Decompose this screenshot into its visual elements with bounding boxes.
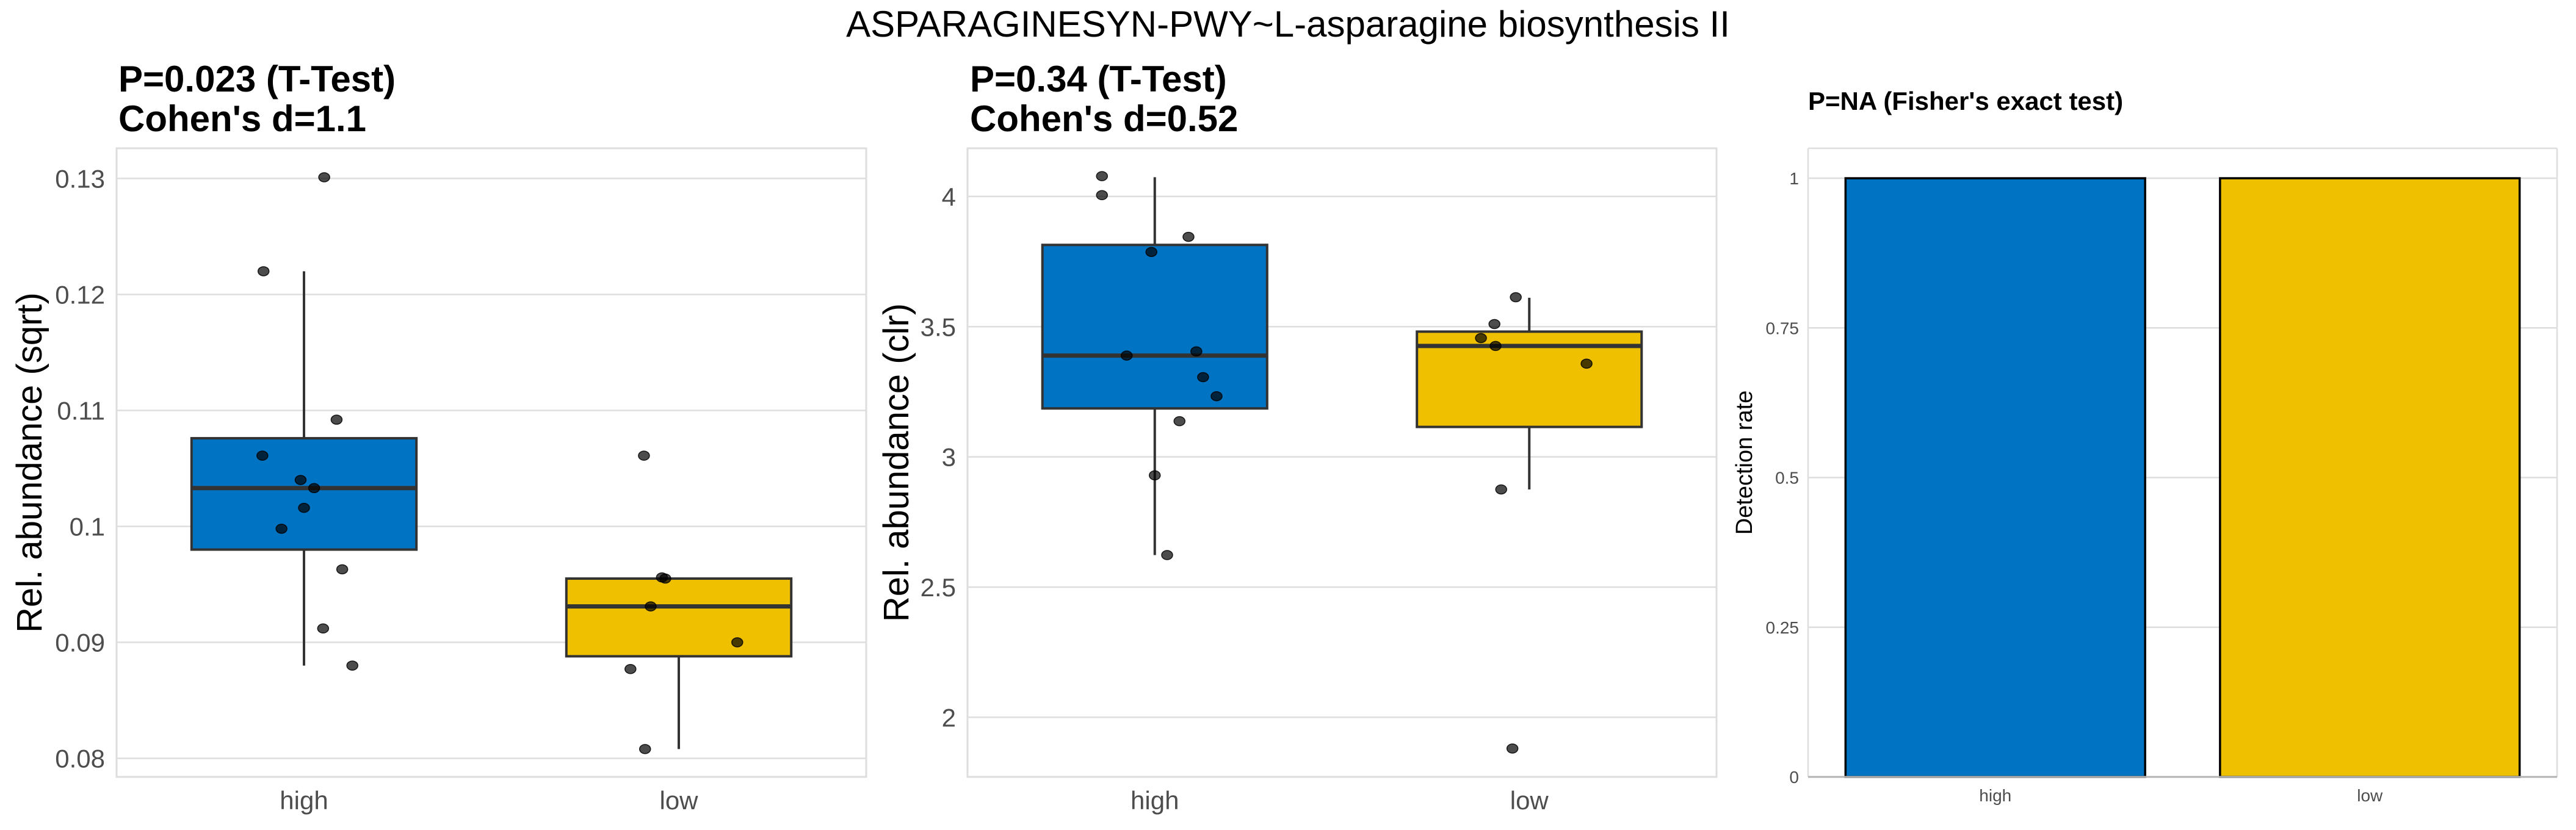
panel-1: P=0.023 (T-Test)Cohen's d=1.1 0.08 0.09 0.1… [10, 59, 867, 815]
data-point [330, 414, 343, 425]
panel-title-line: P=0.34 (T-Test) [970, 59, 1227, 99]
data-point [318, 172, 330, 182]
figure-title: ASPARAGINESYN-PWY~L-asparagine biosynthe… [846, 4, 1730, 45]
data-point [659, 573, 671, 584]
data-point [638, 450, 650, 461]
box-high [1041, 244, 1268, 410]
panel-border [115, 147, 867, 778]
y-axis-title: Rel. abundance (sqrt) [10, 292, 49, 633]
data-point [298, 502, 310, 513]
data-point [308, 483, 320, 494]
data-point [1197, 372, 1209, 383]
y-tick-label: 0 [1789, 768, 1799, 787]
y-tick-label: 3.5 [921, 312, 956, 341]
bar-high [1844, 177, 2146, 778]
y-tick-label: 0.1 [70, 513, 105, 541]
data-point [1495, 484, 1507, 495]
data-point [639, 744, 651, 754]
bar-low [2219, 177, 2521, 778]
box-low [565, 577, 793, 658]
data-point [1161, 550, 1173, 560]
data-point [1210, 391, 1223, 402]
data-point [317, 623, 330, 634]
x-tick-label: high [280, 786, 328, 815]
y-tick-label: 4 [942, 182, 956, 211]
y-tick-label: 0.13 [55, 164, 105, 193]
y-tick-label: 3 [942, 443, 956, 472]
panel-2: P=0.34 (T-Test)Cohen's d=0.52 2 2.5 3 3.5 4 Re… [877, 59, 1718, 815]
x-tick-label: low [1510, 786, 1549, 815]
data-point [346, 660, 358, 671]
data-point [1145, 247, 1157, 258]
data-point [256, 450, 269, 461]
y-tick-label: 1 [1789, 169, 1799, 188]
y-axis-title: Rel. abundance (clr) [877, 303, 916, 622]
y-tick-label: 0.12 [55, 280, 105, 309]
data-point [1475, 333, 1487, 344]
panel-3: P=NA (Fisher's exact test) 0 0.25 0.5 0.75 1 D… [1732, 87, 2558, 805]
box-high [190, 437, 418, 551]
data-point [257, 266, 270, 276]
data-point [1506, 743, 1519, 754]
data-point [1488, 319, 1500, 330]
data-point [294, 475, 307, 485]
y-tick-label: 2.5 [921, 573, 956, 602]
y-tick-label: 0.08 [55, 745, 105, 773]
data-point [1182, 231, 1195, 242]
x-tick-label: low [2357, 786, 2383, 805]
panel-title-line: P=0.023 (T-Test) [118, 59, 396, 99]
x-tick-label: low [659, 786, 698, 815]
y-tick-label: 2 [942, 703, 956, 732]
y-tick-label: 0.5 [1775, 469, 1799, 488]
panel-border [966, 147, 1718, 778]
y-tick-label: 0.09 [55, 629, 105, 657]
y-tick-label: 0.75 [1766, 319, 1800, 337]
data-point [624, 664, 637, 674]
data-point [1580, 358, 1593, 369]
data-point [1510, 292, 1522, 303]
data-point [731, 637, 743, 648]
panels: P=0.023 (T-Test)Cohen's d=1.1 0.08 0.09 0.1… [10, 59, 2558, 815]
data-point [1096, 171, 1108, 181]
data-point [1190, 346, 1203, 357]
data-point [1120, 350, 1133, 361]
data-point [336, 564, 349, 575]
y-tick-label: 0.25 [1766, 618, 1800, 637]
panel-title-line: Cohen's d=0.52 [970, 98, 1238, 139]
data-point [1489, 341, 1502, 352]
panel-title-line: P=NA (Fisher's exact test) [1808, 87, 2123, 115]
panel-title-line: Cohen's d=1.1 [118, 98, 366, 139]
y-axis-title: Detection rate [1732, 391, 1757, 535]
data-point [645, 601, 657, 612]
x-tick-label: high [1979, 786, 2011, 805]
data-point [1096, 190, 1108, 201]
y-tick-label: 0.11 [57, 396, 105, 425]
data-point [1149, 470, 1161, 481]
data-point [1173, 416, 1185, 427]
data-point [275, 524, 288, 534]
x-tick-label: high [1131, 786, 1179, 815]
